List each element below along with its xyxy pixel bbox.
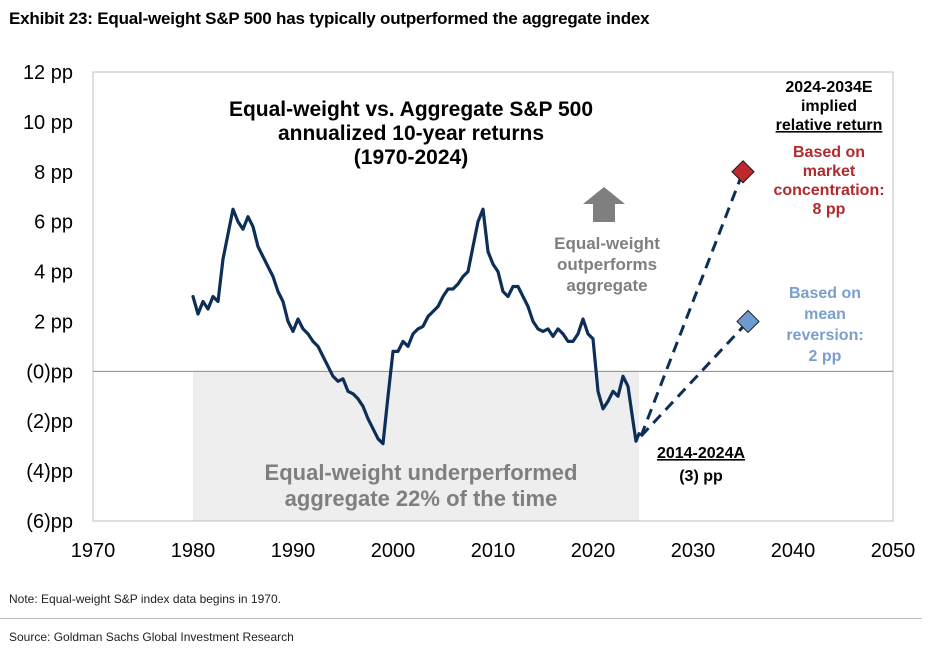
market-concentration-label-line: market [803,163,856,180]
y-tick-label: (6)pp [26,511,73,533]
projection-layer [639,160,760,438]
market-concentration-label-line: concentration: [773,182,884,199]
market-concentration-label-line: Based on [793,144,865,161]
mean-reversion-label-line: mean [804,306,846,323]
x-tick-label: 2020 [571,540,616,562]
annotation-layer: Equal-weight vs. Aggregate S&P 500annual… [229,79,885,511]
x-tick-label: 1990 [271,540,316,562]
source-divider [0,618,922,619]
outperform-label-line: Equal-weight [554,234,660,253]
note: Note: Equal-weight S&P index data begins… [9,592,281,606]
x-tick-label: 2040 [771,540,816,562]
y-tick-label: (0)pp [26,361,73,383]
mean-reversion-label-line: Based on [789,285,861,302]
exhibit-title: Exhibit 23: Equal-weight S&P 500 has typ… [9,9,650,28]
market-concentration-label-line: 8 pp [813,201,846,218]
x-tick-label: 2010 [471,540,516,562]
actual-label-header: 2014-2024A [657,445,746,462]
x-tick-label: 2000 [371,540,416,562]
underperform-label-line: Equal-weight underperformed [265,460,578,485]
outperform-label-line: aggregate [566,276,647,295]
estimate-header-line: relative return [776,117,883,134]
y-tick-label: 10 pp [23,112,73,134]
estimate-header-line: 2024-2034E [785,79,873,96]
y-tick-label: (2)pp [26,411,73,433]
chart-title-line: Equal-weight vs. Aggregate S&P 500 [229,98,593,121]
y-tick-label: 8 pp [34,162,73,184]
estimate-header-line: implied [801,98,857,115]
series-layer [191,207,641,446]
x-tick-label: 2050 [871,540,916,562]
y-tick-label: 12 pp [23,62,73,84]
mean-reversion-label-line: reversion: [786,327,863,344]
outperform-label-line: outperforms [557,255,657,274]
chart-title-line: (1970-2024) [354,146,468,169]
y-tick-label: 4 pp [34,262,73,284]
outperform-arrow-icon [583,187,625,222]
mean-reversion-marker [736,309,760,334]
plot-frame [92,71,894,522]
y-tick-label: (4)pp [26,461,73,483]
x-tick-label: 1980 [171,540,216,562]
projection-line [639,171,745,437]
chart-title-line: annualized 10-year returns [278,122,544,145]
underperform-label-line: aggregate 22% of the time [285,486,558,511]
axis-tick-labels: 12 pp 10 pp 8 pp 6 pp 4 pp 2 pp (0)pp (2)pp (4)p… [23,62,915,562]
underperformance-shading [193,371,639,521]
actual-label-value: (3) pp [679,468,723,485]
mean-reversion-label-line: 2 pp [809,348,842,365]
plot-border [92,71,894,522]
projection-line [639,320,750,438]
y-tick-label: 6 pp [34,212,73,234]
y-tick-label: 2 pp [34,311,73,333]
series-line [191,207,641,446]
shaded-region [193,371,639,521]
market-concentration-marker [731,160,755,184]
x-tick-label: 2030 [671,540,716,562]
source: Source: Goldman Sachs Global Investment … [9,630,294,644]
x-tick-label: 1970 [71,540,116,562]
chart: 12 pp 10 pp 8 pp 6 pp 4 pp 2 pp (0)pp (2)pp (4)p… [23,62,915,562]
